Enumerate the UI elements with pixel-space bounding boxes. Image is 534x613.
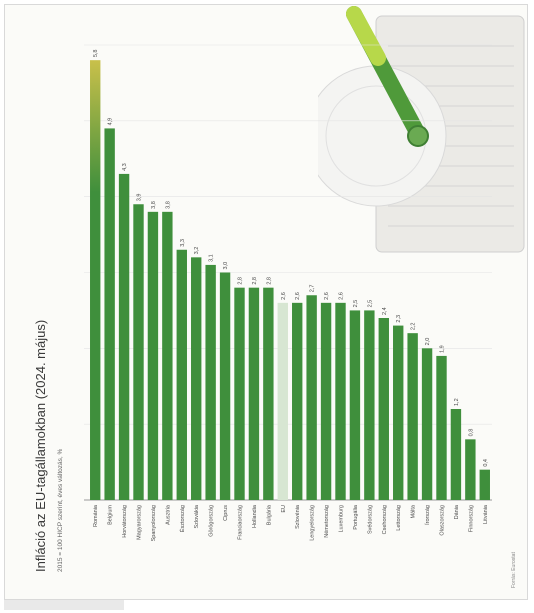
chart-category-label: Szlovénia xyxy=(295,504,301,529)
chart-category-label: Lettország xyxy=(396,505,402,531)
chart-bar xyxy=(320,302,332,500)
chart-category-label: Németország xyxy=(324,505,330,538)
chart-subtitle: 2015 = 100 HICP szerint, éves változás, … xyxy=(57,449,64,572)
chart-category-label: Ausztria xyxy=(165,504,171,525)
chart-category-label: Ciprus xyxy=(223,505,229,521)
chart-bar xyxy=(407,333,418,500)
chart-value-label: 2,2 xyxy=(411,323,417,331)
chart-category-label: EU xyxy=(281,505,287,513)
chart-value-label: 0,4 xyxy=(483,459,489,467)
chart-category-label: Magyarország xyxy=(137,505,143,540)
chart-bar xyxy=(335,302,346,500)
chart-bar xyxy=(364,310,375,500)
chart-source: Forrás: Eurostat xyxy=(511,552,517,588)
chart-category-label: Lengyelország xyxy=(310,505,316,541)
chart-category-label: Görögország xyxy=(209,505,215,537)
chart-value-label: 3,8 xyxy=(165,201,171,209)
chart-value-label: 2,6 xyxy=(339,292,345,300)
chart-value-label: 1,9 xyxy=(440,345,446,353)
chart-category-label: Franciaország xyxy=(238,505,244,540)
chart-bar xyxy=(90,60,101,501)
chart-bar xyxy=(306,295,317,500)
chart-bar xyxy=(133,204,144,500)
chart-value-label: 2,3 xyxy=(396,315,402,323)
chart-category-labels: Románia Belgium Horvátország Magyarország Sp… xyxy=(93,504,489,541)
chart-bar xyxy=(378,318,389,500)
chart-value-labels: 5,8 4,9 4,3 3,9 3,8 3,8 3,3 3,2 3,1 3,0 2,8 2,8 2,8 2… xyxy=(93,50,489,467)
chart-bar xyxy=(349,310,361,500)
chart-category-label: Észtország xyxy=(179,505,186,532)
chart-value-label: 3,3 xyxy=(180,239,186,247)
chart-bar xyxy=(465,439,476,500)
chart-value-label: 2,6 xyxy=(295,292,301,300)
chart-value-label: 3,0 xyxy=(223,262,229,270)
chart-value-label: 2,6 xyxy=(281,292,287,300)
chart-bar xyxy=(234,287,245,500)
chart-bar xyxy=(191,257,202,500)
chart-bar xyxy=(292,302,303,500)
chart-bar xyxy=(450,409,462,500)
thermometer-illustration xyxy=(318,6,525,253)
chart-value-label: 3,2 xyxy=(194,247,200,255)
chart-value-label: 4,3 xyxy=(122,163,128,171)
chart-category-label: Finnország xyxy=(468,505,474,532)
chart-value-label: 3,8 xyxy=(151,201,157,209)
chart-category-label: Írország xyxy=(424,505,431,525)
chart-bar xyxy=(147,211,159,501)
chart-category-label: Csehország xyxy=(382,505,388,534)
chart-category-label: Litvánia xyxy=(483,504,489,524)
chart-value-label: 5,8 xyxy=(93,50,99,58)
chart-bar xyxy=(205,264,216,500)
bottom-strip xyxy=(4,600,124,610)
chart-value-label: 3,1 xyxy=(209,254,215,262)
chart-value-label: 0,8 xyxy=(468,429,474,437)
chart-category-label: Luxemburg xyxy=(339,505,345,533)
chart-value-label: 2,4 xyxy=(382,307,388,315)
chart-category-label: Hollandia xyxy=(252,504,258,528)
chart-bar xyxy=(162,211,173,501)
chart-bar xyxy=(176,249,187,500)
chart-category-label: Románia xyxy=(93,504,99,527)
chart-value-label: 2,8 xyxy=(266,277,272,285)
chart-bar xyxy=(104,128,115,500)
chart-value-label: 1,2 xyxy=(454,398,460,406)
chart-value-label: 2,8 xyxy=(238,277,244,285)
chart-category-label: Horvátország xyxy=(122,505,128,538)
chart-bar xyxy=(436,355,447,500)
chart-value-label: 4,9 xyxy=(108,118,114,126)
chart-bar xyxy=(421,348,433,500)
chart-value-label: 2,5 xyxy=(353,300,359,308)
chart-bar xyxy=(263,287,274,500)
chart-value-label: 2,7 xyxy=(310,285,316,293)
chart-bar xyxy=(277,302,288,500)
chart-bar xyxy=(118,173,130,500)
chart-value-label: 3,9 xyxy=(137,194,143,202)
chart-category-label: Belgium xyxy=(108,505,114,525)
chart-title: Infláció az EU-tagállamokban (2024. máju… xyxy=(33,320,48,572)
chart-category-label: Bulgária xyxy=(266,504,272,525)
chart-bar xyxy=(219,272,231,500)
chart-bars xyxy=(90,60,490,501)
chart-bar xyxy=(248,287,260,500)
chart-category-label: Szlovákia xyxy=(194,504,200,528)
chart-category-label: Svédország xyxy=(367,505,373,534)
chart-category-label: Málta xyxy=(411,504,417,518)
chart-value-label: 2,0 xyxy=(425,338,431,346)
chart-value-label: 2,6 xyxy=(324,292,330,300)
chart-category-label: Portugália xyxy=(353,504,359,530)
chart-category-label: Spanyolország xyxy=(151,505,157,541)
chart-bar xyxy=(479,469,490,500)
chart-category-label: Dánia xyxy=(454,504,460,519)
chart-value-label: 2,8 xyxy=(252,277,258,285)
chart-bar xyxy=(393,325,404,500)
chart-value-label: 2,5 xyxy=(367,300,373,308)
chart-category-label: Olaszország xyxy=(440,505,446,536)
